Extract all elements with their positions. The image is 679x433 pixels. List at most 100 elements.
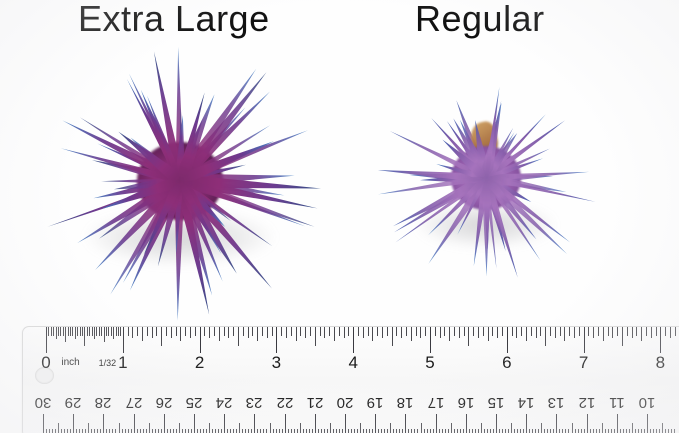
ruler-tick [127,327,129,336]
ruler-tick [372,327,374,341]
ruler-tick [569,327,571,336]
ruler-tick [74,327,76,339]
ruler-tick [287,428,289,433]
ruler-tick [55,428,57,433]
ruler-tick [88,423,90,433]
ruler-tick [439,327,441,338]
ruler-tick [647,414,648,433]
ruler-tick [619,428,621,433]
inch-label-2: 2 [194,353,205,372]
ruler-tick [272,428,274,433]
ruler-tick [381,428,383,433]
ruler-tick [574,327,575,338]
ruler-tick [423,428,425,433]
ruler-tick [393,428,395,433]
ruler-tick [453,428,455,433]
ruler-tick [314,327,316,346]
ruler-tick [480,423,482,433]
ruler-tick [248,428,250,433]
ruler-tick [674,428,676,433]
ruler-tick [98,327,100,336]
ruler-tick [121,428,123,433]
ruler-tick [199,327,201,353]
ruler-tick [329,423,331,433]
ruler-tick [420,327,422,338]
ruler-tick [650,327,652,338]
ruler-tick [628,428,630,433]
ruler-tick [84,327,86,346]
ruler-tick [58,327,59,336]
cm-label-20: 20 [336,394,354,411]
ruler-tick [345,414,346,433]
ruler-tick [145,428,147,433]
ruler-tick [311,428,313,433]
leaf-rosette [360,62,612,294]
ruler-tick [478,327,479,338]
ruler-tick [46,327,47,353]
ruler-tick [334,327,335,341]
ruler-tick [593,327,595,338]
ruler-tick [120,327,122,336]
ruler-tick [592,428,594,433]
ruler-tick [60,327,62,336]
ruler-tick [637,428,639,433]
ruler-tick [50,327,52,336]
ruler-tick [206,428,208,433]
ruler-tick [372,428,374,433]
ruler-tick [209,423,211,433]
ruler-tick [305,428,307,433]
ruler-tick [85,428,87,433]
ruler-tick [429,428,431,433]
ruler-tick [94,327,95,339]
ruler-tick [650,428,652,433]
ruler-tick [665,327,667,336]
ruler-tick [314,414,316,433]
ruler-tick [348,428,350,433]
ruler-tick [221,428,223,433]
ruler-tick [568,428,570,433]
ruler-tick [595,428,597,433]
ruler-tick [284,414,286,433]
cm-label-28: 28 [95,394,112,411]
ruler-tick [230,428,232,433]
ruler-tick [343,327,345,338]
ruler-tick [517,428,519,433]
cm-label-26: 26 [155,394,173,411]
ruler-tick [655,327,657,336]
inch-label-7: 7 [578,353,589,372]
ruler-tick [295,327,297,341]
inch-unit-label: inch [61,357,80,368]
ruler-tick [187,428,189,433]
ruler-tick [578,327,580,336]
ruler-tick [612,327,614,338]
ruler-tick [640,428,642,433]
ruler-tick [441,428,443,433]
ruler-tick [91,428,93,433]
ruler-tick [338,428,340,433]
ruler-tick [483,428,485,433]
ruler-tick [137,327,139,336]
ruler-tick [589,428,591,433]
ruler-tick [425,327,427,336]
ruler-tick [281,428,283,433]
ruler-tick [317,428,319,433]
ruler-tick [447,428,449,433]
cm-label-29: 29 [64,394,82,411]
ruler-tick [562,428,564,433]
ruler-tick [656,428,658,433]
cm-label-23: 23 [246,394,263,411]
ruler-tick [142,428,144,433]
cm-label-14: 14 [517,394,535,411]
ruler-tick [252,327,254,336]
ruler-tick [166,327,167,336]
ruler-tick [353,327,355,353]
ruler-tick [55,327,57,339]
ruler-tick [538,428,540,433]
ruler-tick [601,423,603,433]
ruler-tick [671,428,673,433]
inch-label-5: 5 [425,353,435,372]
ruler-tick [502,428,504,433]
ruler-tick [260,428,262,433]
inch-tick-marks [23,327,679,357]
ruler-tick [444,428,446,433]
